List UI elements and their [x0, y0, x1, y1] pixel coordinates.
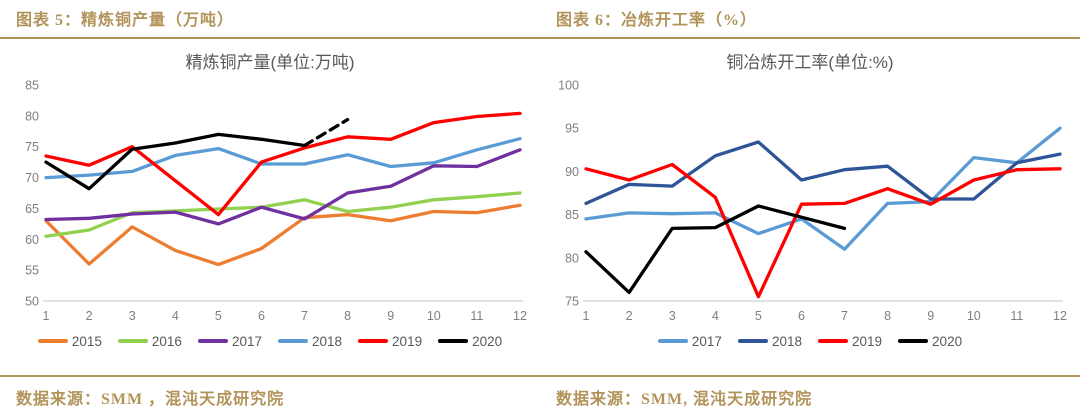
chart6-title: 铜冶炼开工率(单位:%): [726, 53, 894, 72]
x-tick-label: 5: [215, 309, 222, 323]
x-tick-label: 10: [967, 309, 981, 323]
chart5-legend: 2015 2016 2017 2018 2019 2020: [0, 329, 540, 353]
x-tick-label: 6: [258, 309, 265, 323]
legend-label: 2020: [472, 333, 503, 349]
y-tick-label: 75: [565, 295, 579, 309]
legend-label: 2019: [852, 333, 883, 349]
y-tick-label: 60: [25, 233, 39, 247]
x-tick-label: 2: [626, 309, 633, 323]
y-tick-label: 80: [25, 109, 39, 123]
legend-swatch-2019: [358, 339, 389, 343]
y-tick-label: 80: [565, 251, 579, 265]
y-tick-label: 100: [558, 79, 579, 93]
series-line-2020-forecast: [302, 117, 350, 148]
chart6-header: 图表 6：冶炼开工率（%）: [540, 0, 1080, 39]
x-tick-label: 3: [129, 309, 136, 323]
legend-item-2020: 2020: [898, 334, 962, 349]
legend-item-2017: 2017: [197, 333, 262, 349]
legend-swatch-2018: [737, 339, 768, 343]
series-line-2017: [44, 148, 522, 226]
x-tick-label: 12: [1053, 309, 1067, 323]
legend-swatch-2019: [818, 339, 848, 343]
legend-item-2017: 2017: [657, 333, 722, 349]
x-tick-label: 8: [884, 309, 891, 323]
legend-swatch-2020: [438, 339, 469, 343]
series-line-2020: [44, 132, 307, 191]
y-tick-label: 70: [25, 171, 39, 185]
legend-item-2019: 2019: [358, 334, 422, 349]
x-tick-label: 6: [798, 309, 805, 323]
y-tick-label: 85: [565, 208, 579, 222]
legend-swatch-2015: [37, 339, 68, 343]
legend-label: 2020: [932, 333, 963, 349]
y-tick-label: 55: [25, 264, 39, 278]
x-tick-label: 2: [86, 309, 93, 323]
chart6-source: 数据来源：SMM, 混沌天成研究院: [540, 375, 1080, 419]
x-tick-label: 7: [841, 309, 848, 323]
legend-swatch-2018: [278, 339, 308, 343]
legend-label: 2017: [231, 333, 262, 349]
x-tick-label: 1: [583, 309, 590, 323]
legend-label: 2016: [151, 333, 182, 349]
legend-label: 2018: [312, 333, 343, 349]
chart5-panel: 图表 5：精炼铜产量（万吨） 精炼铜产量(单位:万吨) 85 80 75 70 65 60…: [0, 0, 540, 419]
legend-swatch-2017: [197, 339, 228, 343]
legend-label: 2018: [771, 333, 802, 349]
series-line-2018: [44, 137, 522, 180]
x-tick-label: 11: [470, 309, 483, 323]
x-tick-label: 4: [172, 309, 179, 323]
x-tick-label: 7: [301, 309, 308, 323]
legend-swatch-2017: [657, 339, 688, 343]
legend-item-2020: 2020: [438, 334, 502, 349]
chart5-source: 数据来源：SMM ，混沌天成研究院: [0, 375, 540, 419]
x-tick-label: 4: [712, 309, 719, 323]
chart5-header: 图表 5：精炼铜产量（万吨）: [0, 0, 540, 39]
y-tick-label: 50: [25, 295, 39, 309]
y-tick-label: 90: [565, 165, 579, 179]
chart6-legend: 2017 2018 2019 2020: [540, 329, 1080, 353]
x-tick-label: 1: [43, 309, 50, 323]
y-tick-label: 65: [25, 202, 39, 216]
legend-label: 2015: [71, 333, 102, 349]
series-line-2018: [584, 140, 1062, 206]
y-tick-label: 75: [25, 140, 39, 154]
y-tick-label: 95: [565, 122, 579, 136]
x-tick-label: 5: [755, 309, 762, 323]
series-line-2015: [44, 203, 522, 267]
series-line-2019: [44, 111, 522, 217]
y-tick-label: 85: [25, 79, 39, 93]
legend-swatch-2020: [898, 339, 929, 343]
x-tick-label: 10: [427, 309, 441, 323]
legend-item-2015: 2015: [37, 333, 102, 349]
x-tick-label: 11: [1010, 309, 1023, 323]
legend-item-2018: 2018: [737, 333, 802, 349]
x-tick-label: 9: [927, 309, 934, 323]
chart6-panel: 图表 6：冶炼开工率（%） 铜冶炼开工率(单位:%) 100 95 90 85 80 75…: [540, 0, 1080, 419]
x-tick-label: 3: [669, 309, 676, 323]
legend-label: 2017: [691, 333, 722, 349]
series-line-2020: [584, 204, 847, 295]
legend-label: 2019: [392, 333, 423, 349]
legend-item-2019: 2019: [818, 334, 882, 349]
x-tick-label: 9: [387, 309, 394, 323]
chart5-title: 精炼铜产量(单位:万吨): [185, 53, 355, 72]
x-tick-label: 12: [513, 309, 527, 323]
legend-swatch-2016: [117, 339, 148, 343]
legend-item-2018: 2018: [278, 334, 342, 349]
x-tick-label: 8: [344, 309, 351, 323]
series-line-2019: [584, 162, 1062, 299]
series-line-2017: [584, 126, 1062, 251]
legend-item-2016: 2016: [117, 333, 182, 349]
